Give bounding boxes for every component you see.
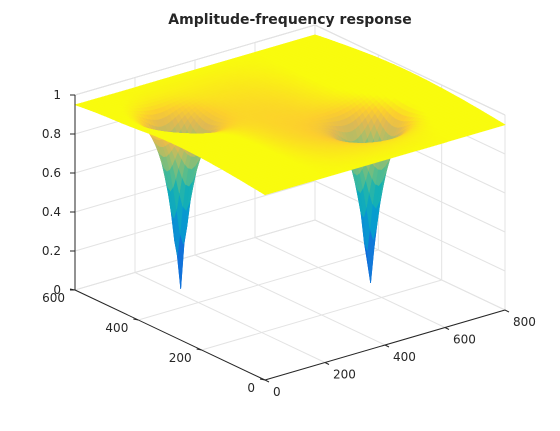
z-tick-label: 0.6	[42, 166, 61, 180]
y-tick-label: 400	[105, 321, 128, 335]
grid-line	[195, 255, 385, 345]
x-tick-label: 400	[393, 350, 416, 364]
grid-line	[138, 250, 378, 320]
z-tick-label: 0	[53, 283, 61, 297]
y-tick-label: 0	[247, 381, 255, 395]
grid-line	[315, 220, 505, 310]
grid-line	[135, 273, 325, 363]
chart-title: Amplitude-frequency response	[168, 12, 411, 28]
x-tick-label: 0	[273, 385, 281, 399]
z-tick-label: 0.2	[42, 244, 61, 258]
grid-line	[202, 280, 442, 350]
x-tick-mark	[505, 310, 509, 312]
grid-line	[315, 181, 505, 271]
z-tick-label: 1	[53, 88, 61, 102]
z-tick-label: 0.8	[42, 127, 61, 141]
y-axis-line	[75, 290, 265, 380]
surface-plot	[75, 35, 505, 289]
x-tick-label: 800	[513, 315, 536, 329]
grid-line	[255, 238, 445, 328]
y-tick-label: 200	[169, 351, 192, 365]
z-tick-label: 0.4	[42, 205, 61, 219]
x-tick-label: 600	[453, 333, 476, 347]
x-tick-label: 200	[333, 368, 356, 382]
